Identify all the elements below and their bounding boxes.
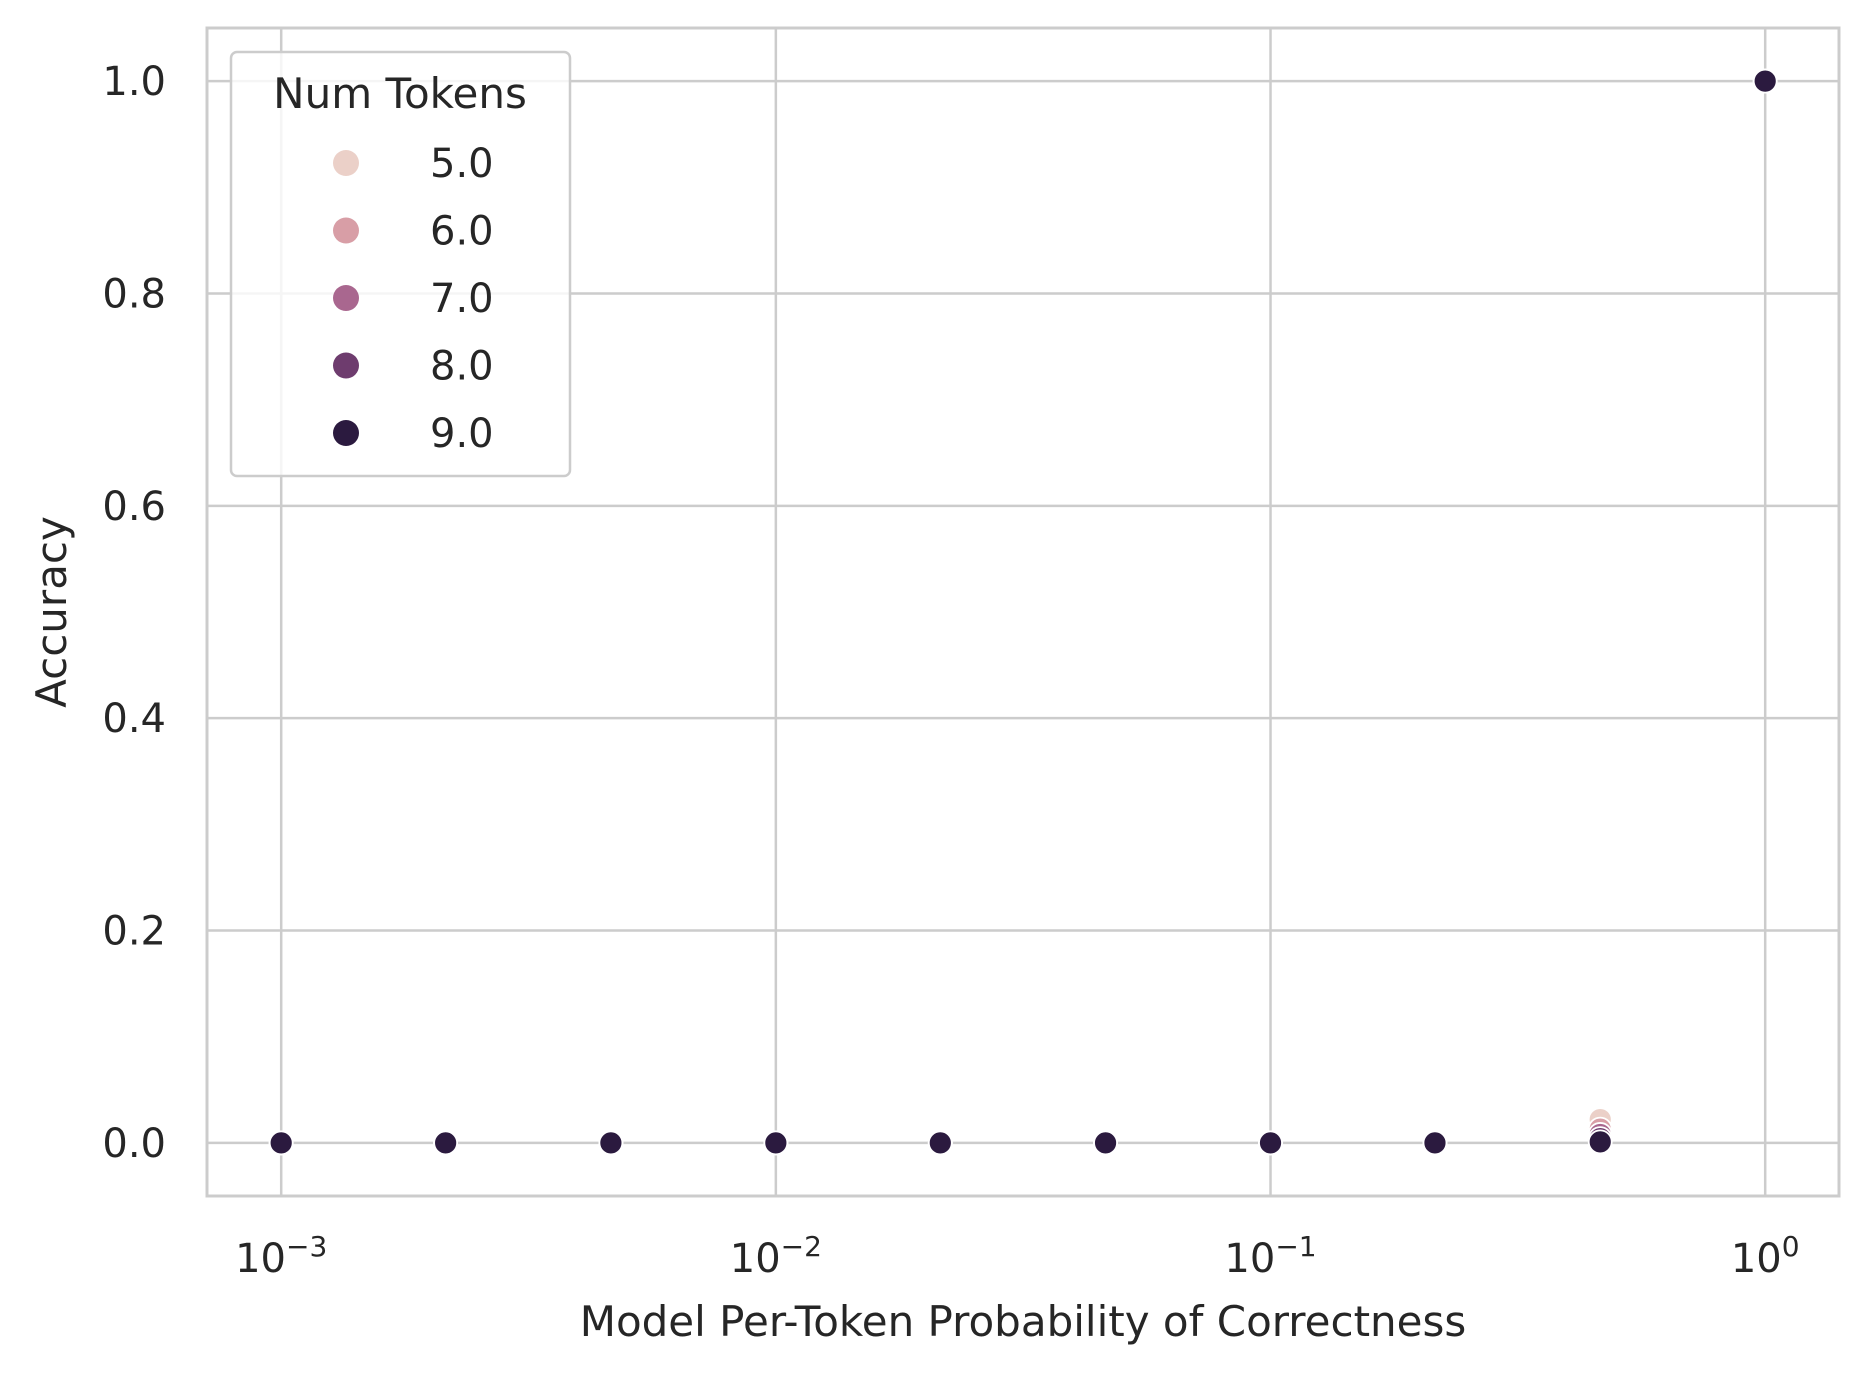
point-series-4-5: [1093, 1130, 1118, 1156]
y-tick-label-5: 1.0: [102, 59, 166, 105]
legend-label-1: 6.0: [430, 209, 494, 255]
y-tick-label-3: 0.6: [102, 484, 166, 530]
legend-box: [229, 50, 572, 478]
plot-frame: [205, 26, 1841, 1198]
point-series-4-8: [1587, 1129, 1613, 1155]
point-series-4-2: [598, 1130, 624, 1156]
legend: Num Tokens 5.0 6.0 7.0 8.0 9.0: [229, 50, 572, 478]
legend-marker-4: [333, 420, 359, 446]
data-points: [268, 68, 1778, 1156]
x-tick-labels: 10−3 10−2 10−1 100: [235, 1230, 1799, 1282]
legend-title: Num Tokens: [273, 69, 527, 118]
point-series-4-4: [927, 1130, 953, 1156]
point-series-4-6: [1258, 1130, 1283, 1156]
y-tick-label-0: 0.0: [102, 1121, 166, 1167]
y-tick-label-4: 0.8: [102, 271, 166, 317]
legend-label-0: 5.0: [430, 141, 494, 187]
y-axis-title: Accuracy: [27, 516, 76, 708]
x-tick-label-3: 100: [1731, 1230, 1800, 1282]
legend-marker-2: [333, 285, 359, 311]
y-tick-label-1: 0.2: [102, 909, 166, 955]
legend-label-4: 9.0: [430, 411, 494, 457]
point-series-4-1: [433, 1130, 459, 1156]
legend-marker-0: [333, 150, 359, 176]
x-axis-title: Model Per-Token Probability of Correctne…: [580, 1297, 1467, 1346]
x-tick-label-1: 10−2: [730, 1230, 822, 1282]
y-tick-label-2: 0.4: [102, 696, 166, 742]
x-tick-label-2: 10−1: [1224, 1230, 1316, 1282]
point-series-4-7: [1422, 1130, 1448, 1156]
legend-marker-3: [333, 352, 359, 379]
legend-marker-1: [333, 217, 359, 244]
legend-label-3: 8.0: [430, 344, 494, 390]
y-tick-labels: 0.0 0.2 0.4 0.6 0.8 1.0: [102, 59, 166, 1167]
point-series-4-0: [268, 1130, 294, 1156]
legend-label-2: 7.0: [430, 276, 494, 322]
legend-entries: 5.0 6.0 7.0 8.0 9.0: [333, 141, 494, 457]
x-tick-label-0: 10−3: [235, 1230, 327, 1282]
point-series-4-9: [1752, 68, 1778, 94]
point-series-4-3: [763, 1130, 789, 1156]
